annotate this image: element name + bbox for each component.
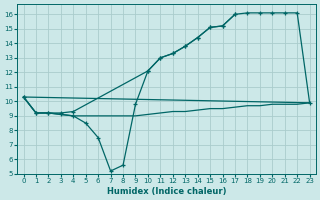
X-axis label: Humidex (Indice chaleur): Humidex (Indice chaleur) bbox=[107, 187, 226, 196]
